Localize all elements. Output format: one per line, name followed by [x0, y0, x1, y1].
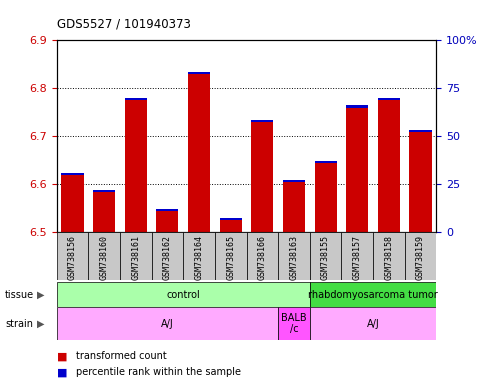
Text: GSM738166: GSM738166	[258, 235, 267, 280]
Text: GSM738161: GSM738161	[131, 235, 141, 280]
Text: GSM738165: GSM738165	[226, 235, 235, 280]
Bar	[310, 282, 436, 307]
Bar	[93, 190, 115, 192]
Text: GSM738162: GSM738162	[163, 235, 172, 280]
Bar	[183, 232, 215, 280]
Bar	[156, 209, 178, 211]
Bar	[405, 232, 436, 280]
Bar	[215, 232, 246, 280]
Text: A/J: A/J	[367, 318, 380, 329]
Bar	[373, 232, 405, 280]
Bar	[188, 74, 210, 232]
Bar	[278, 232, 310, 280]
Text: ▶: ▶	[37, 319, 44, 329]
Text: tissue: tissue	[5, 290, 34, 300]
Text: ■: ■	[57, 351, 67, 361]
Text: GSM738164: GSM738164	[195, 235, 204, 280]
Bar	[310, 232, 341, 280]
Bar	[346, 108, 368, 232]
Bar	[251, 119, 274, 122]
Bar	[219, 218, 242, 220]
Text: GDS5527 / 101940373: GDS5527 / 101940373	[57, 17, 191, 30]
Text: GSM738160: GSM738160	[100, 235, 108, 280]
Bar	[88, 232, 120, 280]
Bar	[315, 163, 337, 232]
Text: transformed count: transformed count	[76, 351, 167, 361]
Bar	[283, 182, 305, 232]
Bar	[120, 232, 152, 280]
Bar	[219, 220, 242, 232]
Bar	[278, 307, 310, 340]
Bar	[310, 307, 436, 340]
Bar	[156, 211, 178, 232]
Text: GSM738159: GSM738159	[416, 235, 425, 280]
Text: ■: ■	[57, 367, 67, 377]
Text: ▶: ▶	[37, 290, 44, 300]
Bar	[346, 105, 368, 108]
Text: percentile rank within the sample: percentile rank within the sample	[76, 367, 242, 377]
Bar	[125, 98, 147, 100]
Bar	[315, 161, 337, 163]
Bar	[409, 132, 431, 232]
Text: GSM738157: GSM738157	[352, 235, 362, 280]
Bar	[93, 192, 115, 232]
Text: A/J: A/J	[161, 318, 174, 329]
Bar	[62, 175, 84, 232]
Bar	[378, 98, 400, 100]
Bar	[409, 130, 431, 132]
Text: rhabdomyosarcoma tumor: rhabdomyosarcoma tumor	[308, 290, 438, 300]
Text: GSM738163: GSM738163	[289, 235, 298, 280]
Bar	[125, 100, 147, 232]
Text: GSM738158: GSM738158	[385, 235, 393, 280]
Bar	[341, 232, 373, 280]
Text: GSM738156: GSM738156	[68, 235, 77, 280]
Bar	[251, 122, 274, 232]
Bar	[57, 307, 278, 340]
Text: GSM738155: GSM738155	[321, 235, 330, 280]
Bar	[152, 232, 183, 280]
Text: BALB
/c: BALB /c	[281, 313, 307, 334]
Bar	[246, 232, 278, 280]
Bar	[57, 232, 88, 280]
Text: strain: strain	[5, 319, 33, 329]
Bar	[188, 71, 210, 74]
Bar	[62, 173, 84, 175]
Bar	[57, 282, 310, 307]
Bar	[378, 100, 400, 232]
Bar	[283, 180, 305, 182]
Text: control: control	[166, 290, 200, 300]
